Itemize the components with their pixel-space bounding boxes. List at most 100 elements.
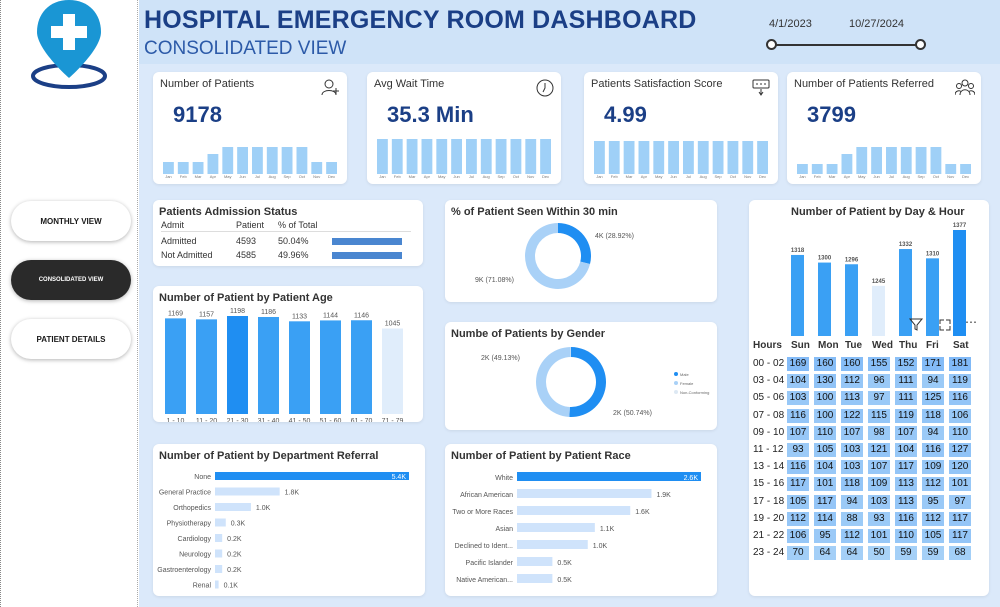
kpi-bar (510, 139, 522, 174)
hbar (215, 549, 223, 558)
col-patient[interactable]: Patient (236, 219, 265, 230)
hour-label: 19 - 20 (753, 512, 785, 524)
kpi-bar (391, 139, 403, 174)
category-label: Renal (193, 583, 212, 590)
heat-cell: 70 (787, 546, 809, 561)
hour-label: 11 - 12 (753, 444, 784, 455)
month-label: Apr (209, 174, 217, 179)
hbar (517, 506, 631, 515)
value-label: 0.2K (227, 552, 242, 559)
month-label: Oct (298, 174, 305, 179)
heat-cell: 109 (922, 460, 944, 475)
heat-cell: 88 (841, 511, 863, 526)
heat-cell: 110 (949, 425, 971, 440)
col-admit[interactable]: Admit (161, 219, 185, 230)
kpi-bar (960, 164, 971, 174)
age-value-label: 1146 (354, 312, 369, 319)
donut-label: 2K (49.13%) (481, 355, 520, 362)
heat-cell: 103 (868, 494, 890, 509)
date-range-slider[interactable] (772, 44, 922, 46)
day-total-label: 1300 (818, 256, 832, 262)
heat-cell: 113 (895, 494, 917, 509)
value-label: 1.1K (600, 526, 615, 533)
pct-bar (332, 237, 402, 245)
hour-label: 21 - 22 (753, 530, 785, 541)
seen30-title: % of Patient Seen Within 30 min (451, 206, 618, 218)
date-start-handle[interactable] (766, 39, 777, 50)
age-category-label: 31 - 40 (258, 418, 280, 422)
kpi-title: Number of Patients (160, 78, 255, 90)
kpi-bar (525, 139, 537, 174)
kpi-bar (207, 154, 219, 174)
hbar (517, 472, 701, 481)
month-label: Sep (283, 174, 291, 179)
day-total-label: 1318 (791, 248, 805, 254)
admission-table: Admit Patient % of Total Admitted 4593 5… (161, 218, 411, 262)
heat-cell: 120 (949, 460, 971, 475)
hbar (517, 557, 553, 566)
row-label: Admitted (161, 236, 197, 246)
heat-cell: 117 (787, 477, 809, 492)
kpi-bar (594, 141, 605, 174)
month-label: Sep (497, 174, 505, 179)
donut-slice (558, 223, 591, 265)
patient-details-button[interactable]: PATIENT DETAILS (11, 319, 131, 359)
kpi-bar (436, 139, 448, 174)
kpi-card-patients: Number of Patients 9178 Jan Feb Mar Apr May Jun… (153, 72, 347, 184)
date-end-handle[interactable] (915, 39, 926, 50)
day-hour-card: Number of Patient by Day & Hour 1318 1300… (749, 200, 989, 596)
consolidated-view-button[interactable]: CONSOLIDATED VIEW (11, 260, 131, 300)
kpi-bar (281, 147, 293, 174)
race-chart-card: Number of Patient by Patient Race White 2… (445, 444, 717, 596)
kpi-bar (811, 164, 823, 174)
age-category-label: 1 - 10 (167, 418, 185, 422)
day-total-label: 1245 (872, 279, 886, 285)
value-label: 1.9K (656, 492, 671, 499)
heat-cell: 103 (787, 391, 809, 406)
clock-icon (536, 79, 554, 97)
month-label: Apr (423, 174, 431, 179)
kpi-bar (192, 162, 204, 174)
age-bar (196, 319, 217, 414)
heat-cell: 95 (922, 494, 944, 509)
kpi-bar (466, 139, 477, 174)
age-value-label: 1133 (292, 313, 307, 320)
kpi-bar (252, 147, 263, 174)
heat-cell: 98 (868, 425, 890, 440)
kpi-bar (757, 141, 768, 174)
date-start: 4/1/2023 (769, 18, 812, 30)
monthly-view-button[interactable]: MONTHLY VIEW (11, 201, 131, 241)
month-label: May (654, 174, 663, 179)
value-label: 1.8K (285, 490, 300, 497)
kpi-card-wait-time: Avg Wait Time 35.3 Min Jan Feb Mar Apr May Jun J… (367, 72, 561, 184)
col-pct[interactable]: % of Total (278, 219, 318, 230)
value-label: 1.6K (635, 509, 650, 516)
kpi-value: 9178 (173, 102, 222, 127)
kpi-bar (608, 141, 620, 174)
kpi-bar (826, 164, 838, 174)
value-label: 1.0K (256, 505, 271, 512)
legend-marker (674, 390, 678, 394)
category-label: Orthopedics (173, 505, 211, 512)
kpi-bar (697, 141, 709, 174)
month-label: Mar (194, 174, 202, 179)
month-label: Feb (813, 174, 821, 179)
legend-label: Non-Conforming (680, 390, 709, 395)
hbar (215, 565, 223, 573)
filter-icon[interactable] (909, 317, 923, 331)
heat-cell: 64 (841, 546, 863, 561)
day-header: Tue (845, 340, 863, 351)
seen30-donut: 4K (28.92%) 9K (71.08%) (475, 223, 634, 289)
kpi-bar (163, 162, 174, 174)
heat-cell: 130 (814, 374, 836, 389)
month-label: Jul (685, 174, 691, 179)
age-category-label: 11 - 20 (196, 418, 217, 422)
month-label: May (437, 174, 446, 179)
more-options-icon[interactable]: ⋯ (965, 315, 977, 329)
focus-mode-icon[interactable] (939, 319, 951, 331)
heat-cell: 107 (868, 460, 890, 475)
month-label: Aug (482, 174, 490, 179)
hour-label: 15 - 16 (753, 478, 785, 490)
day-total-bar (818, 262, 831, 336)
month-label: Jan (379, 174, 386, 179)
